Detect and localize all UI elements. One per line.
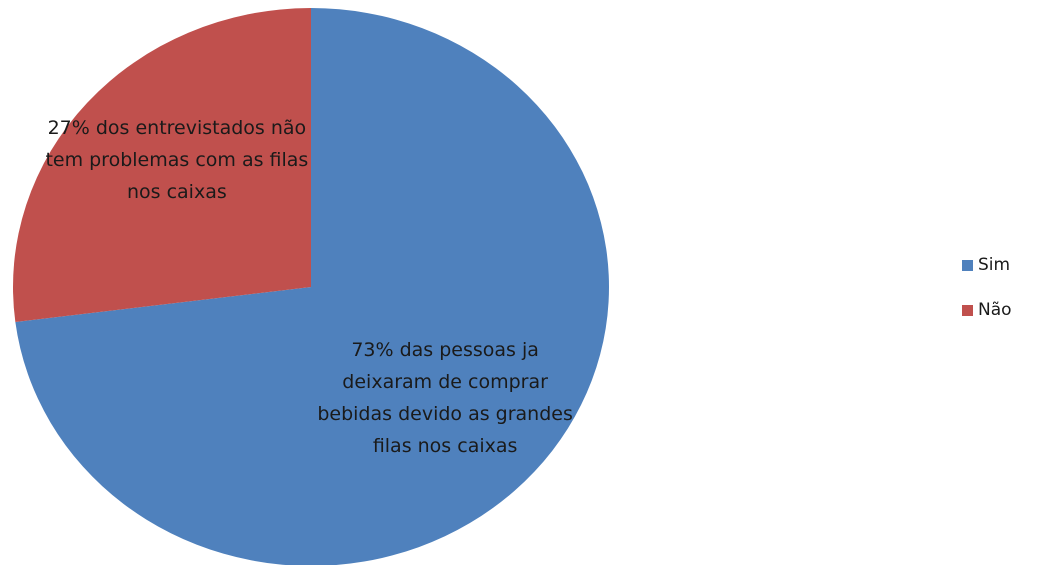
legend-label: Sim (978, 255, 1011, 275)
legend-entry: Não (962, 300, 1012, 320)
data-label: 27% dos entrevistados não tem problemas … (45, 117, 309, 204)
legend-label: Não (978, 300, 1012, 320)
legend-swatch (962, 259, 973, 271)
pie-slice (12, 8, 311, 322)
data-label: 73% das pessoas ja deixaram de comprar b… (317, 338, 573, 457)
pie-slice (15, 8, 609, 565)
legend-entry: Sim (962, 255, 1010, 275)
legend-swatch (962, 304, 973, 316)
